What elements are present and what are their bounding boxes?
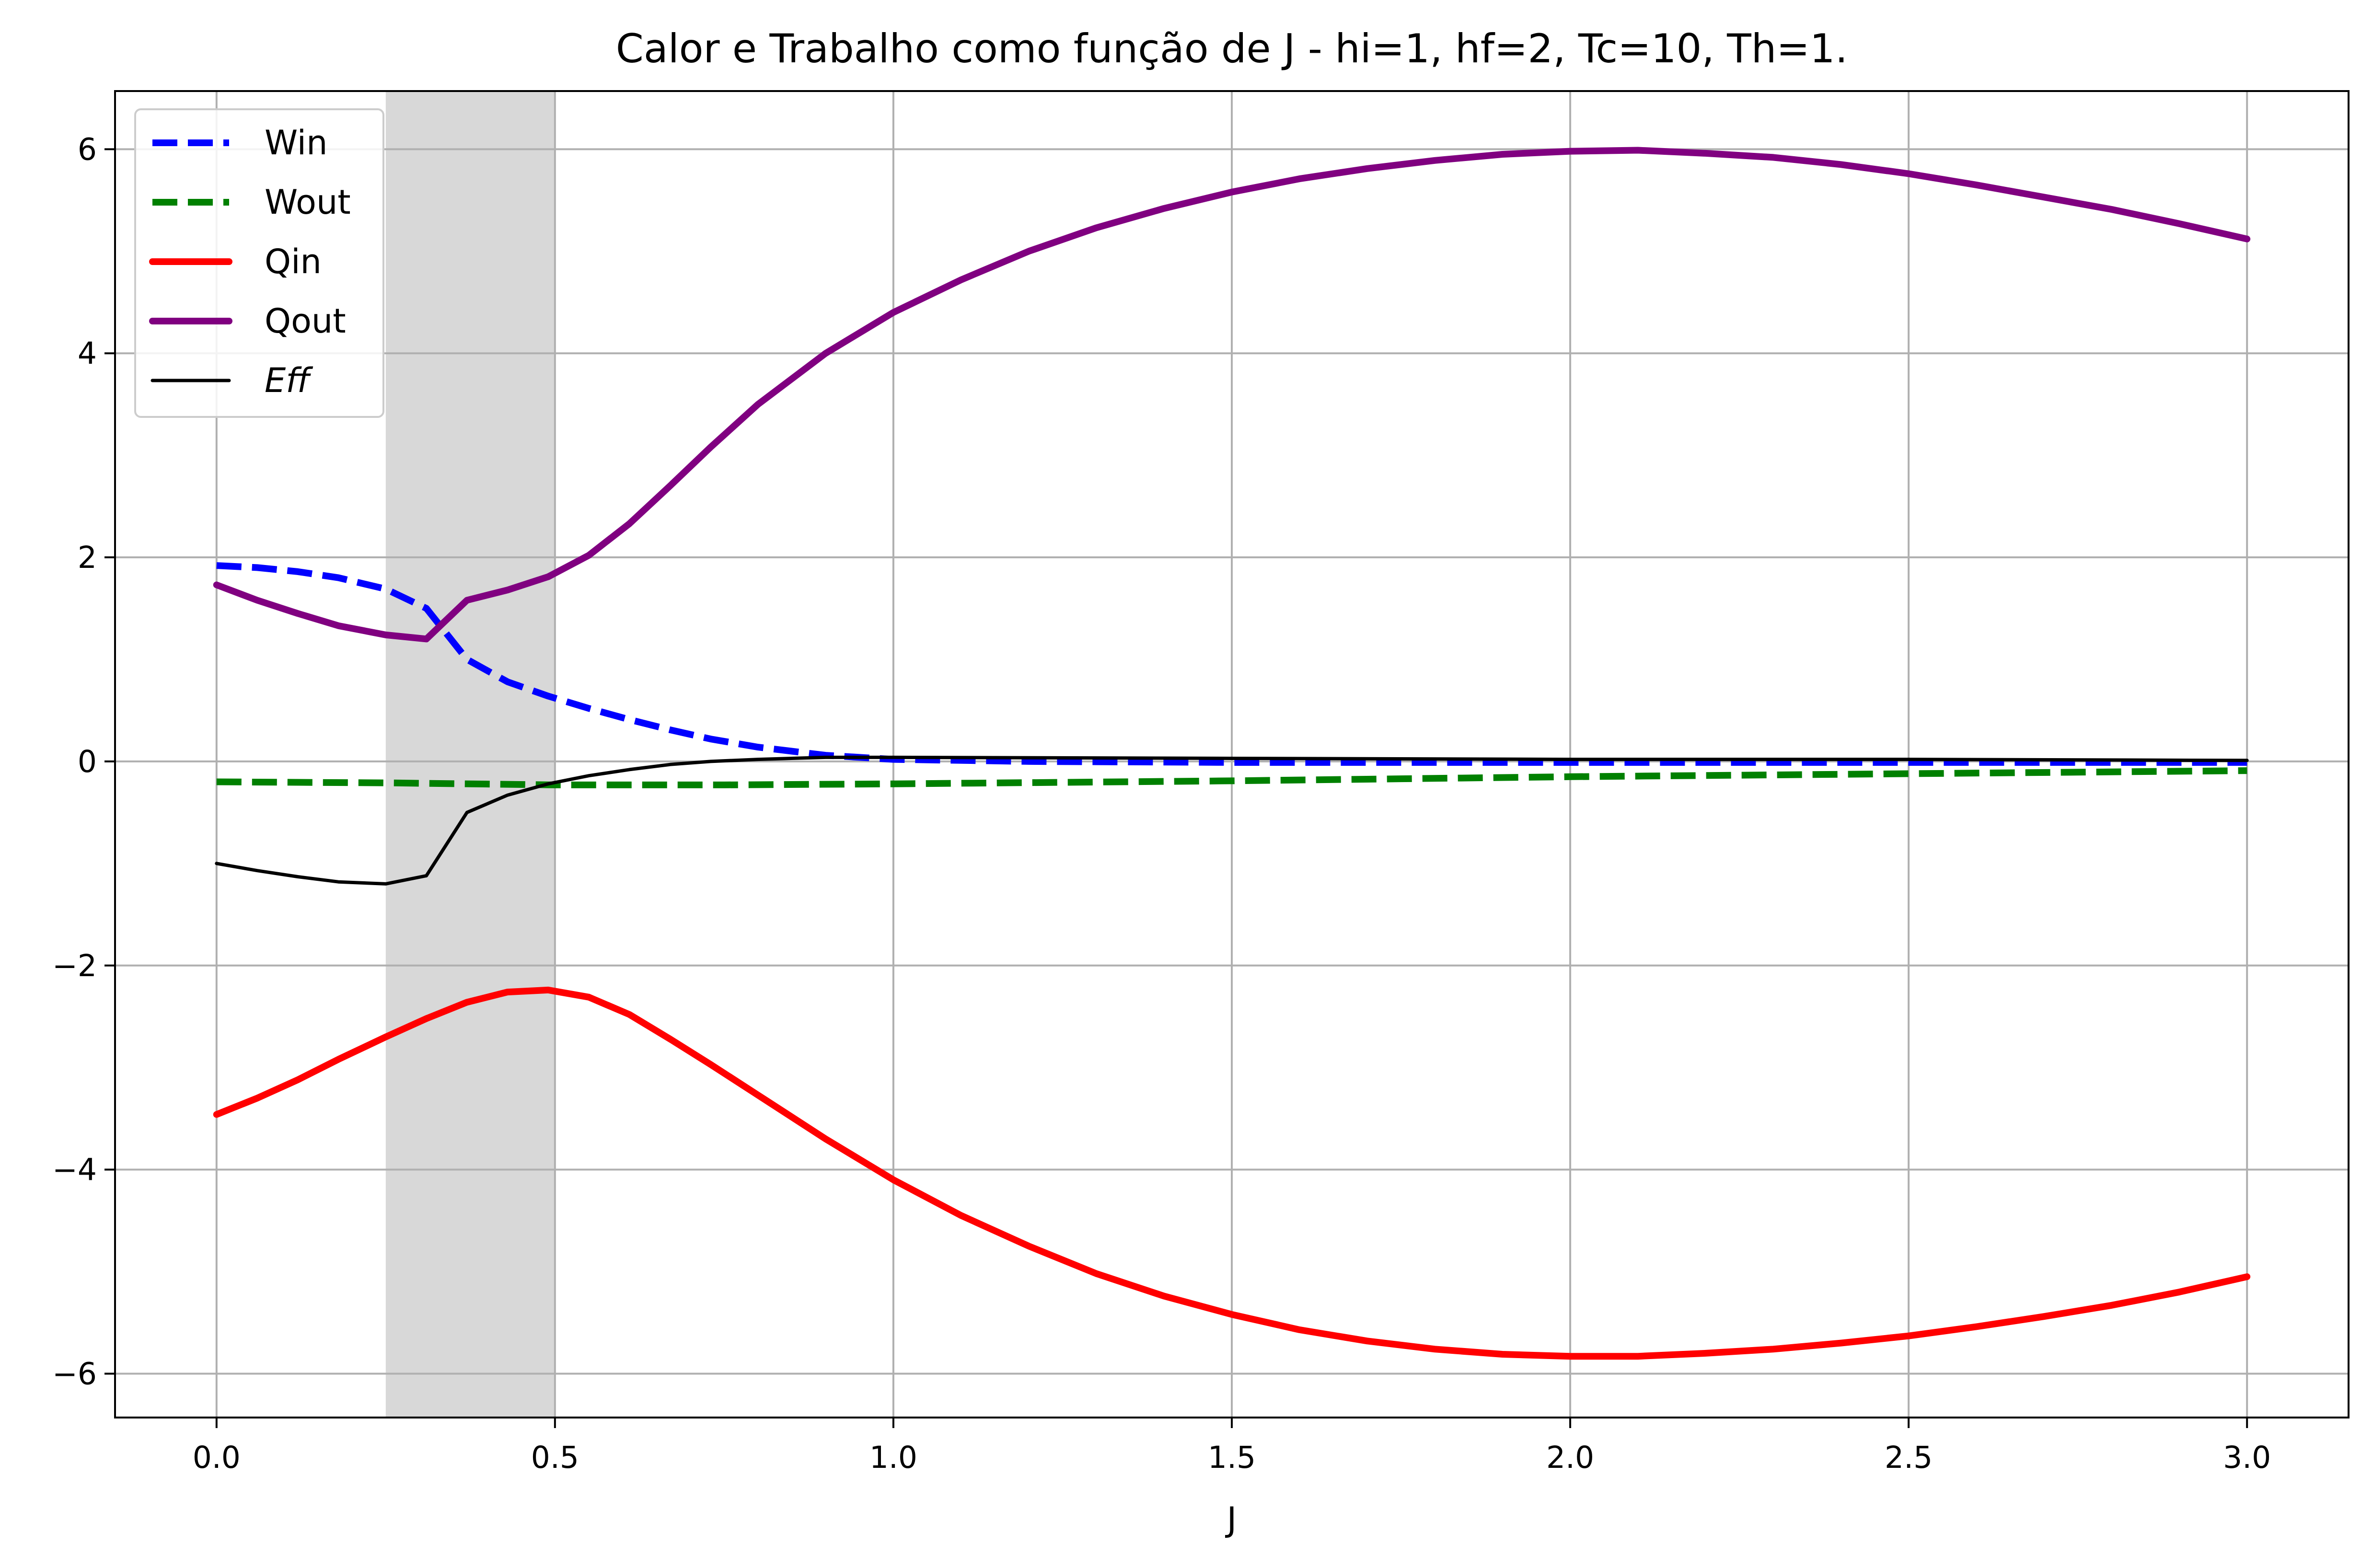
y-tick-label-4: 2 (78, 540, 97, 575)
x-tick-label-1: 0.5 (531, 1440, 579, 1475)
x-tick-label-3: 1.5 (1208, 1440, 1256, 1475)
y-tick-label-6: 6 (78, 132, 97, 167)
series-layer (213, 147, 2251, 1360)
series-line-win (216, 562, 2247, 766)
x-tick-label-5: 2.5 (1885, 1440, 1933, 1475)
x-tick-label-4: 2.0 (1546, 1440, 1594, 1475)
y-tick-label-3: 0 (78, 744, 97, 779)
y-tick-label-0: −6 (52, 1356, 97, 1391)
chart-title: Calor e Trabalho como função de J - hi=1… (616, 25, 1848, 72)
legend-label-qout: Qout (265, 301, 346, 341)
legend: Win Wout Qin Qout Eff (134, 108, 384, 418)
y-axis-ticks: −6 −4 −2 0 2 4 6 (52, 132, 115, 1391)
legend-label-eff: Eff (265, 361, 313, 400)
x-tick-label-6: 3.0 (2223, 1440, 2271, 1475)
y-tick-label-1: −4 (52, 1153, 97, 1188)
shaded-region-layer (385, 91, 555, 1418)
series-line-qout (213, 147, 2251, 643)
legend-items: Win Wout Qin Qout Eff (149, 123, 351, 400)
x-axis-ticks: 0.0 0.5 1.0 1.5 2.0 2.5 3.0 (193, 1418, 2271, 1475)
series-line-qin (213, 986, 2251, 1360)
x-tick-label-0: 0.0 (193, 1440, 241, 1475)
series-line-wout (216, 767, 2247, 788)
legend-label-wout: Wout (265, 183, 351, 222)
y-tick-label-2: −2 (52, 948, 97, 983)
legend-label-qin: Qin (265, 242, 322, 281)
x-tick-label-2: 1.0 (869, 1440, 917, 1475)
shaded-region (385, 91, 555, 1418)
series-line-eff (215, 755, 2249, 886)
legend-label-win: Win (265, 123, 328, 162)
x-axis-label: J (1225, 1500, 1237, 1539)
y-tick-label-5: 4 (78, 336, 97, 371)
legend-box (134, 108, 384, 418)
